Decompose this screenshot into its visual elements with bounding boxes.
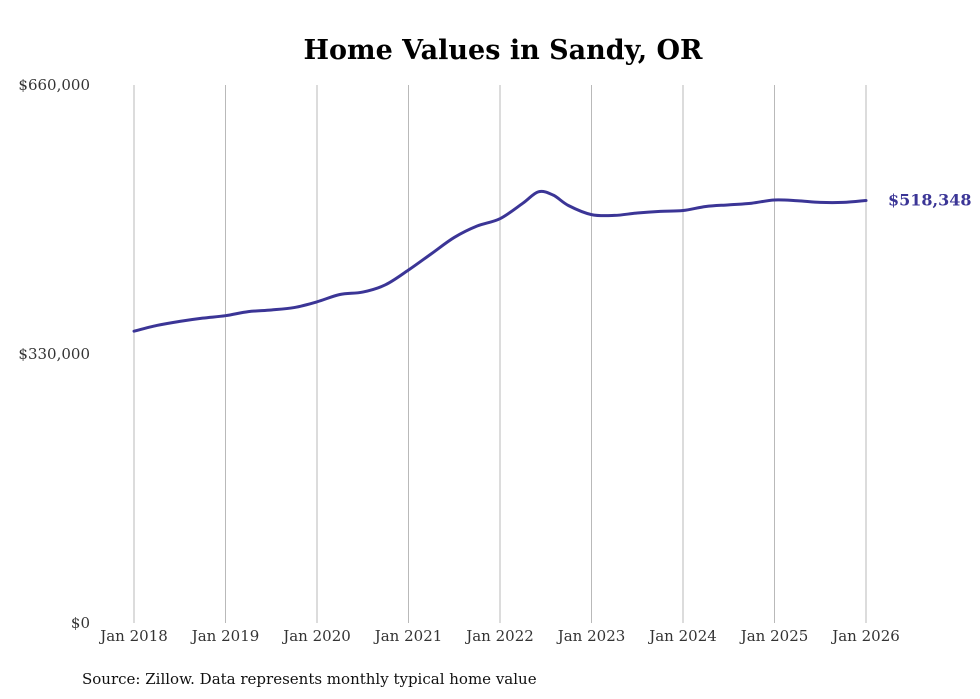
chart-title: Home Values in Sandy, OR — [304, 35, 704, 66]
grid-lines — [133, 85, 867, 623]
y-tick-label: $660,000 — [18, 76, 90, 94]
series-line — [132, 189, 868, 333]
series-layer: $518,348 — [132, 189, 972, 333]
x-tick-label: Jan 2024 — [647, 627, 717, 645]
x-tick-label: Jan 2019 — [190, 627, 260, 645]
x-tick-label: Jan 2018 — [98, 627, 168, 645]
y-tick-label: $0 — [71, 614, 90, 632]
end-value-label: $518,348 — [888, 190, 972, 209]
x-axis-ticks: Jan 2018 Jan 2019 Jan 2020 Jan 2021 Jan 2022… — [98, 627, 900, 645]
x-tick-label: Jan 2025 — [739, 627, 809, 645]
x-tick-label: Jan 2020 — [281, 627, 351, 645]
x-tick-label: Jan 2022 — [464, 627, 534, 645]
source-note: Source: Zillow. Data represents monthly … — [82, 670, 537, 688]
x-tick-label: Jan 2023 — [556, 627, 626, 645]
x-tick-label: Jan 2021 — [373, 627, 443, 645]
y-tick-label: $330,000 — [18, 345, 90, 363]
x-tick-label: Jan 2026 — [830, 627, 900, 645]
y-axis-ticks: $0 $330,000 $660,000 — [18, 76, 90, 632]
